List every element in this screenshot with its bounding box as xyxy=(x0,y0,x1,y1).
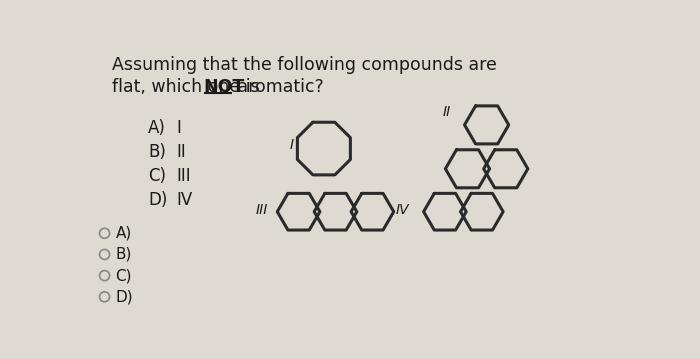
Text: B): B) xyxy=(116,247,132,262)
Text: III: III xyxy=(256,203,268,217)
Text: flat, which one is: flat, which one is xyxy=(112,78,265,96)
Text: IV: IV xyxy=(396,203,410,217)
Text: Assuming that the following compounds are: Assuming that the following compounds ar… xyxy=(112,56,497,74)
Text: C): C) xyxy=(148,167,166,185)
Text: IV: IV xyxy=(176,191,193,209)
Text: II: II xyxy=(176,143,186,161)
Text: NOT: NOT xyxy=(204,78,245,96)
Text: D): D) xyxy=(116,289,133,304)
Text: A): A) xyxy=(148,119,166,137)
Text: A): A) xyxy=(116,226,132,241)
Text: D): D) xyxy=(148,191,167,209)
Text: II: II xyxy=(442,105,451,119)
Text: III: III xyxy=(176,167,191,185)
Text: I: I xyxy=(176,119,181,137)
Text: C): C) xyxy=(116,268,132,283)
Text: I: I xyxy=(289,138,293,152)
Text: aromatic?: aromatic? xyxy=(232,78,324,96)
Text: B): B) xyxy=(148,143,166,161)
